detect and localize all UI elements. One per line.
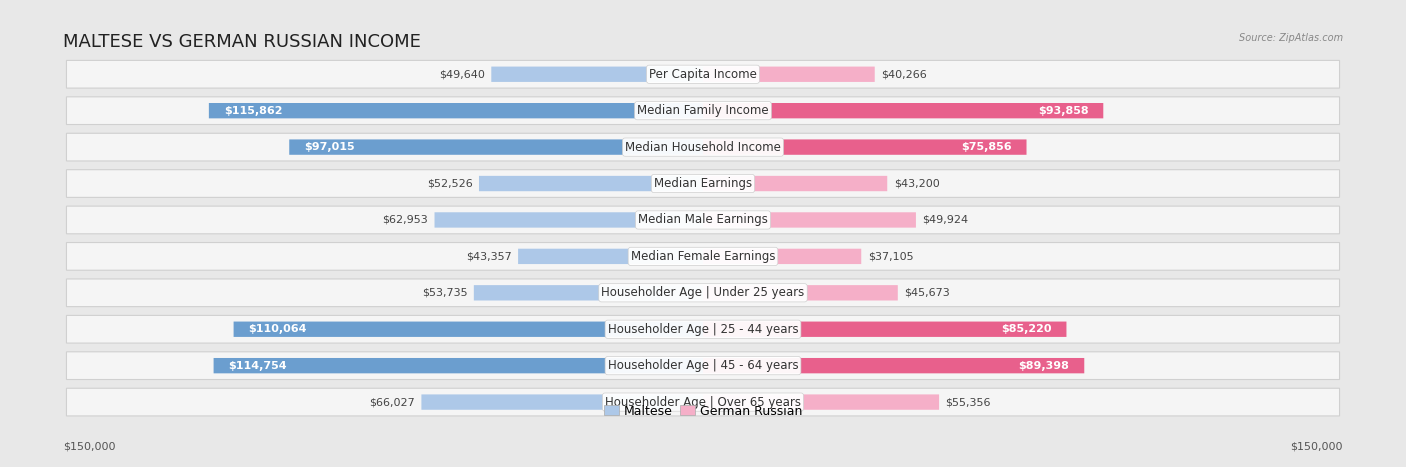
- Text: Householder Age | 25 - 44 years: Householder Age | 25 - 44 years: [607, 323, 799, 336]
- Text: $115,862: $115,862: [224, 106, 283, 116]
- FancyBboxPatch shape: [209, 103, 703, 118]
- Text: $150,000: $150,000: [1291, 441, 1343, 451]
- Text: $85,220: $85,220: [1001, 324, 1052, 334]
- FancyBboxPatch shape: [66, 170, 1340, 198]
- FancyBboxPatch shape: [703, 285, 898, 300]
- Text: Median Household Income: Median Household Income: [626, 141, 780, 154]
- FancyBboxPatch shape: [66, 133, 1340, 161]
- FancyBboxPatch shape: [703, 212, 915, 227]
- Text: $150,000: $150,000: [63, 441, 115, 451]
- FancyBboxPatch shape: [491, 67, 703, 82]
- Text: MALTESE VS GERMAN RUSSIAN INCOME: MALTESE VS GERMAN RUSSIAN INCOME: [63, 33, 422, 51]
- Text: $43,357: $43,357: [465, 251, 512, 262]
- Text: $49,924: $49,924: [922, 215, 969, 225]
- FancyBboxPatch shape: [422, 395, 703, 410]
- FancyBboxPatch shape: [517, 249, 703, 264]
- FancyBboxPatch shape: [66, 279, 1340, 307]
- FancyBboxPatch shape: [66, 242, 1340, 270]
- Text: $93,858: $93,858: [1038, 106, 1088, 116]
- FancyBboxPatch shape: [703, 322, 1067, 337]
- FancyBboxPatch shape: [703, 103, 1104, 118]
- Text: $52,526: $52,526: [427, 178, 472, 189]
- Text: $37,105: $37,105: [868, 251, 914, 262]
- Text: Householder Age | Over 65 years: Householder Age | Over 65 years: [605, 396, 801, 409]
- Text: Householder Age | 45 - 64 years: Householder Age | 45 - 64 years: [607, 359, 799, 372]
- Text: $110,064: $110,064: [249, 324, 307, 334]
- FancyBboxPatch shape: [66, 388, 1340, 416]
- Text: $40,266: $40,266: [882, 69, 927, 79]
- FancyBboxPatch shape: [703, 249, 862, 264]
- FancyBboxPatch shape: [479, 176, 703, 191]
- Text: Median Male Earnings: Median Male Earnings: [638, 213, 768, 226]
- Text: $62,953: $62,953: [382, 215, 427, 225]
- FancyBboxPatch shape: [66, 352, 1340, 380]
- FancyBboxPatch shape: [66, 206, 1340, 234]
- FancyBboxPatch shape: [703, 395, 939, 410]
- Text: Per Capita Income: Per Capita Income: [650, 68, 756, 81]
- FancyBboxPatch shape: [474, 285, 703, 300]
- FancyBboxPatch shape: [66, 60, 1340, 88]
- FancyBboxPatch shape: [434, 212, 703, 227]
- Text: $75,856: $75,856: [960, 142, 1011, 152]
- FancyBboxPatch shape: [703, 176, 887, 191]
- Text: Source: ZipAtlas.com: Source: ZipAtlas.com: [1239, 33, 1343, 42]
- FancyBboxPatch shape: [233, 322, 703, 337]
- Text: $45,673: $45,673: [904, 288, 950, 298]
- Text: Median Female Earnings: Median Female Earnings: [631, 250, 775, 263]
- FancyBboxPatch shape: [214, 358, 703, 373]
- Text: $114,754: $114,754: [229, 361, 287, 371]
- Text: Median Earnings: Median Earnings: [654, 177, 752, 190]
- Text: $43,200: $43,200: [894, 178, 939, 189]
- Text: $55,356: $55,356: [945, 397, 991, 407]
- Text: $66,027: $66,027: [370, 397, 415, 407]
- Text: $97,015: $97,015: [304, 142, 354, 152]
- Legend: Maltese, German Russian: Maltese, German Russian: [603, 405, 803, 417]
- Text: Median Family Income: Median Family Income: [637, 104, 769, 117]
- Text: $49,640: $49,640: [439, 69, 485, 79]
- Text: Householder Age | Under 25 years: Householder Age | Under 25 years: [602, 286, 804, 299]
- FancyBboxPatch shape: [703, 140, 1026, 155]
- FancyBboxPatch shape: [703, 358, 1084, 373]
- Text: $53,735: $53,735: [422, 288, 467, 298]
- Text: $89,398: $89,398: [1018, 361, 1070, 371]
- FancyBboxPatch shape: [66, 97, 1340, 125]
- FancyBboxPatch shape: [66, 315, 1340, 343]
- FancyBboxPatch shape: [703, 67, 875, 82]
- FancyBboxPatch shape: [290, 140, 703, 155]
